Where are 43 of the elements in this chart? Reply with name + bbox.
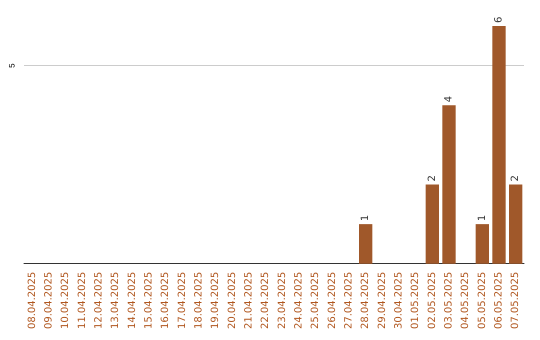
bar [442,105,456,264]
x-tick-label: 07.05.2025 [510,272,522,330]
x-tick-label: 19.04.2025 [210,272,222,330]
x-tick-label: 22.04.2025 [260,272,272,330]
x-tick-label: 29.04.2025 [376,272,388,330]
bar [359,224,372,264]
x-tick-label: 01.05.2025 [410,272,422,330]
x-tick-label: 21.04.2025 [244,272,254,330]
x-tick-label: 23.04.2025 [276,272,288,330]
x-tick-label: 17.04.2025 [176,272,188,330]
x-tick-label: 03.05.2025 [444,272,454,330]
x-tick-label: 15.04.2025 [144,272,154,330]
x-tick-label: 09.04.2025 [44,272,54,330]
x-tick-label: 14.04.2025 [126,272,138,330]
data-label: 2 [510,175,522,182]
x-tick-label: 05.05.2025 [476,272,488,330]
x-tick-label: 25.04.2025 [310,272,322,330]
data-label: 4 [444,96,454,102]
y-tick-label: 5 [8,62,16,68]
x-tick-label: 13.04.2025 [110,272,122,330]
x-tick-label: 18.04.2025 [194,272,204,330]
data-label: 1 [360,214,372,222]
x-tick-label: 27.04.2025 [344,272,354,330]
x-tick-label: 16.04.2025 [160,272,172,330]
data-label: 1 [476,214,488,222]
x-tick-label: 04.05.2025 [460,272,472,330]
x-tick-label: 08.04.2025 [26,272,38,330]
x-tick-label: 30.04.2025 [394,272,404,330]
bar [492,26,506,264]
x-tick-label: 11.04.2025 [76,272,88,330]
data-label: 6 [494,16,504,23]
x-tick-label: 06.05.2025 [494,272,504,330]
bar [476,224,489,264]
x-tick-label: 20.04.2025 [226,272,238,330]
x-tick-label: 26.04.2025 [326,272,338,330]
x-tick-label: 12.04.2025 [94,272,104,330]
x-tick-label: 24.04.2025 [294,272,304,330]
bar [509,184,522,264]
x-tick-label: 10.04.2025 [60,272,72,330]
data-label: 2 [426,175,438,182]
x-tick-label: 28.04.2025 [360,272,372,330]
bar [426,184,439,264]
x-tick-label: 02.05.2025 [426,272,438,330]
